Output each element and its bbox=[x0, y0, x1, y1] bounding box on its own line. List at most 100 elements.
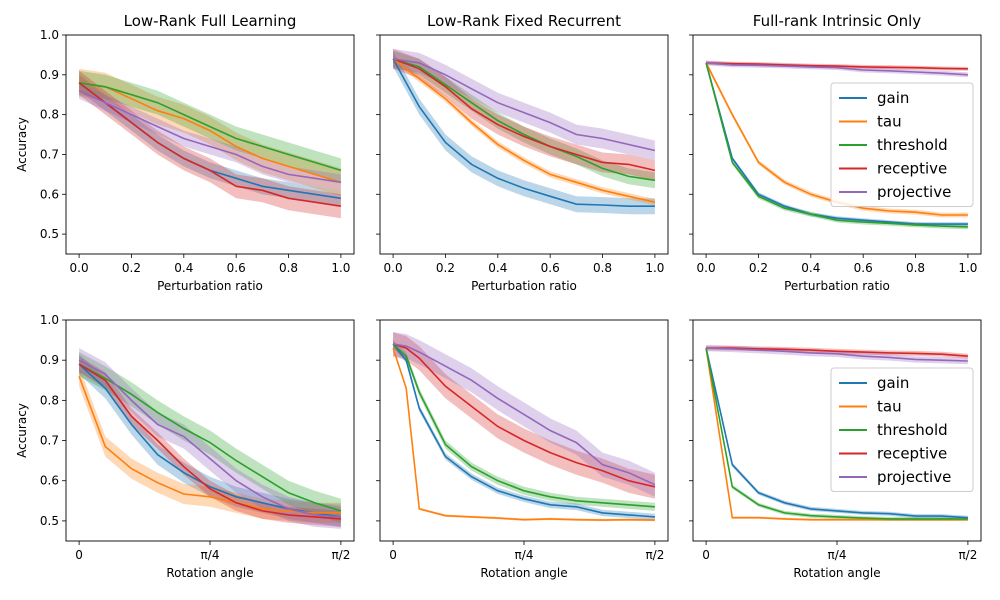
legend: gain tau threshold receptive projective bbox=[830, 82, 974, 207]
series-line-projective bbox=[706, 347, 968, 362]
series-line-receptive bbox=[706, 347, 968, 357]
series-line-threshold bbox=[392, 343, 655, 508]
legend-box bbox=[830, 82, 974, 207]
x-tick-label: π/2 bbox=[958, 548, 977, 562]
panel-title: Low-Rank Fixed Recurrent bbox=[427, 12, 621, 30]
y-tick-label: 0.5 bbox=[40, 227, 59, 241]
series-line-tau bbox=[392, 58, 656, 203]
series-line-threshold bbox=[78, 363, 342, 512]
series-line-projective bbox=[392, 58, 656, 152]
x-tick-label: 0 bbox=[702, 548, 710, 562]
axes-frame bbox=[65, 34, 355, 255]
x-tick-label: 0.6 bbox=[541, 261, 560, 275]
x-tick-label: π/2 bbox=[331, 548, 350, 562]
y-tick-label: 0.9 bbox=[40, 68, 59, 82]
band-tau bbox=[79, 366, 341, 523]
band-gain bbox=[79, 354, 341, 527]
panel-1: 0.0 0.2 0.4 0.6 0.8 1.0 0.5 0.6 0.7 0.8 0.9 1.0 Low-… bbox=[15, 12, 355, 293]
legend: gain tau threshold receptive projective bbox=[830, 367, 974, 492]
x-tick-label: 0.6 bbox=[854, 261, 873, 275]
series-line-gain bbox=[392, 343, 655, 518]
series-line-projective bbox=[78, 89, 342, 184]
x-tick-label: 0.0 bbox=[384, 261, 403, 275]
x-axis-label: Rotation angle bbox=[480, 566, 567, 580]
x-tick-label: 0.8 bbox=[593, 261, 612, 275]
band-tau bbox=[79, 68, 341, 197]
y-tick-label: 0.7 bbox=[40, 434, 59, 448]
x-tick-label: 0 bbox=[75, 548, 83, 562]
panel-6: 0 π/4 π/2 Rotation angle gain tau threshold rec… bbox=[689, 319, 982, 580]
x-tick-label: 0.0 bbox=[697, 261, 716, 275]
x-tick-label: 0 bbox=[389, 548, 397, 562]
y-tick-label: 0.9 bbox=[40, 353, 59, 367]
y-axis-label: Accuracy bbox=[15, 403, 29, 458]
legend-label-projective: projective bbox=[877, 468, 951, 486]
band-projective bbox=[79, 348, 341, 529]
legend-box bbox=[830, 367, 974, 492]
x-tick-label: 1.0 bbox=[645, 261, 664, 275]
x-tick-label: π/4 bbox=[828, 548, 847, 562]
x-tick-label: 0.6 bbox=[227, 261, 246, 275]
y-tick-label: 1.0 bbox=[40, 28, 59, 42]
x-tick-label: 0.2 bbox=[749, 261, 768, 275]
series-line-threshold bbox=[705, 347, 968, 520]
x-tick-label: π/4 bbox=[201, 548, 220, 562]
series-line-gain bbox=[705, 347, 968, 519]
y-tick-label: 0.7 bbox=[40, 147, 59, 161]
legend-label-tau: tau bbox=[877, 113, 902, 131]
band-gain bbox=[79, 74, 341, 207]
series-line-gain bbox=[705, 62, 968, 225]
series-line-receptive bbox=[392, 58, 656, 172]
band-receptive bbox=[79, 70, 341, 219]
y-tick-label: 0.8 bbox=[40, 108, 59, 122]
band-projective bbox=[79, 82, 341, 191]
legend-label-threshold: threshold bbox=[877, 136, 948, 154]
x-tick-label: 0.8 bbox=[906, 261, 925, 275]
y-tick-label: 0.5 bbox=[40, 514, 59, 528]
x-axis-label: Perturbation ratio bbox=[157, 279, 263, 293]
legend-label-tau: tau bbox=[877, 398, 902, 416]
panel-5: 0 π/4 π/2 Rotation angle bbox=[376, 319, 669, 580]
x-tick-label: π/2 bbox=[645, 548, 664, 562]
y-tick-label: 1.0 bbox=[40, 313, 59, 327]
band-gain bbox=[393, 50, 655, 215]
panel-3: 0.0 0.2 0.4 0.6 0.8 1.0 Full-rank Intrinsic On… bbox=[689, 12, 982, 293]
legend-label-gain: gain bbox=[877, 89, 909, 107]
legend-label-gain: gain bbox=[877, 374, 909, 392]
y-tick-label: 0.8 bbox=[40, 393, 59, 407]
legend-label-projective: projective bbox=[877, 183, 951, 201]
legend-label-receptive: receptive bbox=[877, 160, 947, 178]
panel-4: 0 π/4 π/2 0.5 0.6 0.7 0.8 0.9 1.0 Rotation angle A… bbox=[15, 313, 355, 580]
band-projective bbox=[393, 48, 655, 161]
series-line-tau bbox=[78, 82, 342, 184]
axes-frame bbox=[692, 34, 982, 255]
x-axis-label: Rotation angle bbox=[166, 566, 253, 580]
panel-title: Low-Rank Full Learning bbox=[124, 12, 297, 30]
series-line-tau bbox=[392, 347, 655, 521]
series-line-projective bbox=[392, 343, 656, 486]
series-line-projective bbox=[706, 62, 968, 76]
panel-title: Full-rank Intrinsic Only bbox=[753, 12, 922, 30]
y-tick-label: 0.6 bbox=[40, 187, 59, 201]
series-line-receptive bbox=[78, 363, 341, 520]
band-receptive bbox=[393, 48, 655, 181]
series-line-gain bbox=[392, 58, 655, 207]
x-tick-label: 0.4 bbox=[174, 261, 193, 275]
x-axis-label: Rotation angle bbox=[793, 566, 880, 580]
series-line-threshold bbox=[705, 62, 968, 228]
x-tick-label: 0.0 bbox=[70, 261, 89, 275]
series-line-receptive bbox=[78, 82, 342, 207]
axes-frame bbox=[379, 34, 669, 255]
x-axis-label: Perturbation ratio bbox=[471, 279, 577, 293]
legend-label-receptive: receptive bbox=[877, 445, 947, 463]
x-tick-label: 1.0 bbox=[331, 261, 350, 275]
y-tick-label: 0.6 bbox=[40, 474, 59, 488]
band-receptive bbox=[393, 332, 655, 499]
x-tick-label: 0.2 bbox=[122, 261, 141, 275]
x-tick-label: 0.2 bbox=[436, 261, 455, 275]
band-threshold bbox=[79, 352, 341, 523]
x-tick-label: 0.4 bbox=[488, 261, 507, 275]
series-line-receptive bbox=[706, 62, 968, 70]
y-axis-label: Accuracy bbox=[15, 117, 29, 172]
